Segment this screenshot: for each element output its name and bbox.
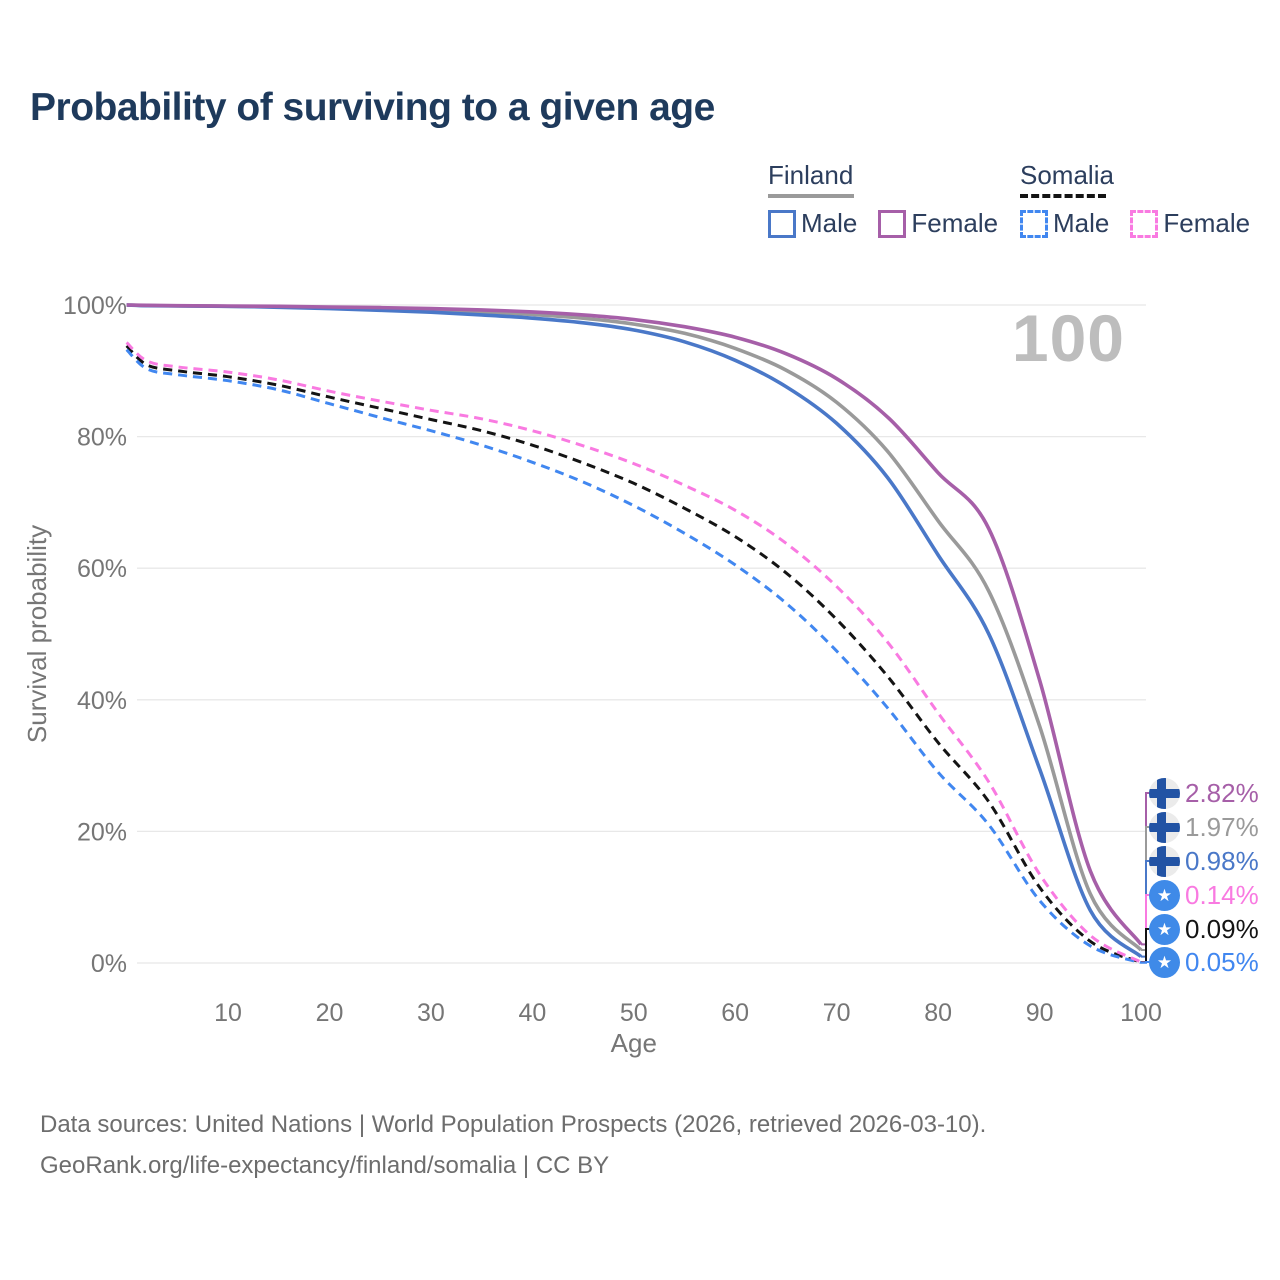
legend-label-somalia-male: Male: [1053, 208, 1110, 238]
source-line-1: Data sources: United Nations | World Pop…: [40, 1111, 987, 1138]
finland-line-sample: [768, 194, 854, 198]
somalia-flag-icon: ★: [1149, 880, 1180, 911]
endpoint-row: 1.97%: [1149, 811, 1259, 844]
endpoint-value: 1.97%: [1185, 812, 1259, 842]
finland-flag-icon: [1149, 846, 1180, 877]
x-tick-label: 80: [924, 999, 952, 1027]
legend-group-finland: Finland Male Female: [768, 160, 998, 239]
x-tick-label: 100: [1120, 999, 1162, 1027]
somalia-flag-icon: ★: [1149, 914, 1180, 945]
endpoint-value: 2.82%: [1185, 778, 1259, 808]
y-tick-label: 20%: [77, 818, 127, 846]
series-line-somalia-both-sexes: [125, 344, 1142, 964]
endpoint-connector: [1141, 961, 1152, 964]
somalia-female-swatch-icon: [1130, 209, 1159, 238]
endpoint-row: ★ 0.09%: [1149, 913, 1259, 946]
series-line-finland-both-sexes: [126, 303, 1143, 952]
x-tick-label: 50: [620, 999, 648, 1027]
y-tick-label: 80%: [77, 424, 127, 452]
finland-male-swatch-icon: [768, 209, 796, 238]
data-source-note: Data sources: United Nations | World Pop…: [40, 1104, 986, 1186]
series-line-somalia-male: [125, 348, 1142, 965]
legend-items-finland: Male Female: [768, 208, 998, 239]
legend-label-finland-male: Male: [801, 208, 858, 238]
endpoint-row: ★ 0.14%: [1149, 879, 1259, 912]
series-line-finland-male: [126, 303, 1143, 959]
series-line-somalia-female: [125, 341, 1142, 964]
y-tick-label: 100%: [63, 292, 127, 320]
finland-flag-icon: [1149, 812, 1180, 843]
x-tick-label: 30: [417, 999, 445, 1027]
legend-label-finland-female: Female: [911, 208, 999, 238]
endpoint-value: 0.05%: [1185, 947, 1259, 977]
y-axis-label: Survival probability: [22, 525, 52, 743]
x-tick-label: 20: [316, 999, 344, 1027]
x-tick-label: 70: [823, 999, 851, 1027]
endpoint-value: 0.09%: [1185, 914, 1259, 944]
legend-group-somalia: Somalia Male Female: [1020, 160, 1250, 239]
endpoint-row: ★ 0.05%: [1149, 946, 1259, 979]
age-watermark: 100: [1011, 301, 1125, 375]
somalia-male-swatch-icon: [1020, 209, 1048, 238]
endpoint-row: 0.98%: [1149, 845, 1259, 878]
endpoint-value: 0.14%: [1185, 880, 1259, 910]
endpoint-value: 0.98%: [1185, 846, 1259, 876]
legend-label-somalia-female: Female: [1163, 208, 1251, 238]
y-tick-label: 0%: [91, 950, 127, 978]
y-tick-label: 60%: [77, 555, 127, 583]
y-tick-label: 40%: [77, 687, 127, 715]
legend-items-somalia: Male Female: [1020, 208, 1250, 239]
source-line-2: GeoRank.org/life-expectancy/finland/soma…: [40, 1152, 610, 1179]
x-tick-label: 90: [1026, 999, 1054, 1027]
somalia-line-sample: [1020, 194, 1106, 198]
x-tick-label: 40: [518, 999, 546, 1027]
finland-flag-icon: [1149, 778, 1180, 809]
x-axis-label: Age: [611, 1028, 657, 1058]
series-line-finland-female: [126, 303, 1143, 946]
finland-female-swatch-icon: [878, 209, 907, 238]
somalia-flag-icon: ★: [1149, 947, 1180, 978]
legend-country-somalia: Somalia: [1020, 160, 1114, 190]
legend-country-finland: Finland: [768, 160, 854, 190]
endpoint-row: 2.82%: [1149, 777, 1259, 810]
x-tick-label: 60: [721, 999, 749, 1027]
x-tick-label: 10: [214, 999, 242, 1027]
page-title: Probability of surviving to a given age: [30, 86, 715, 129]
